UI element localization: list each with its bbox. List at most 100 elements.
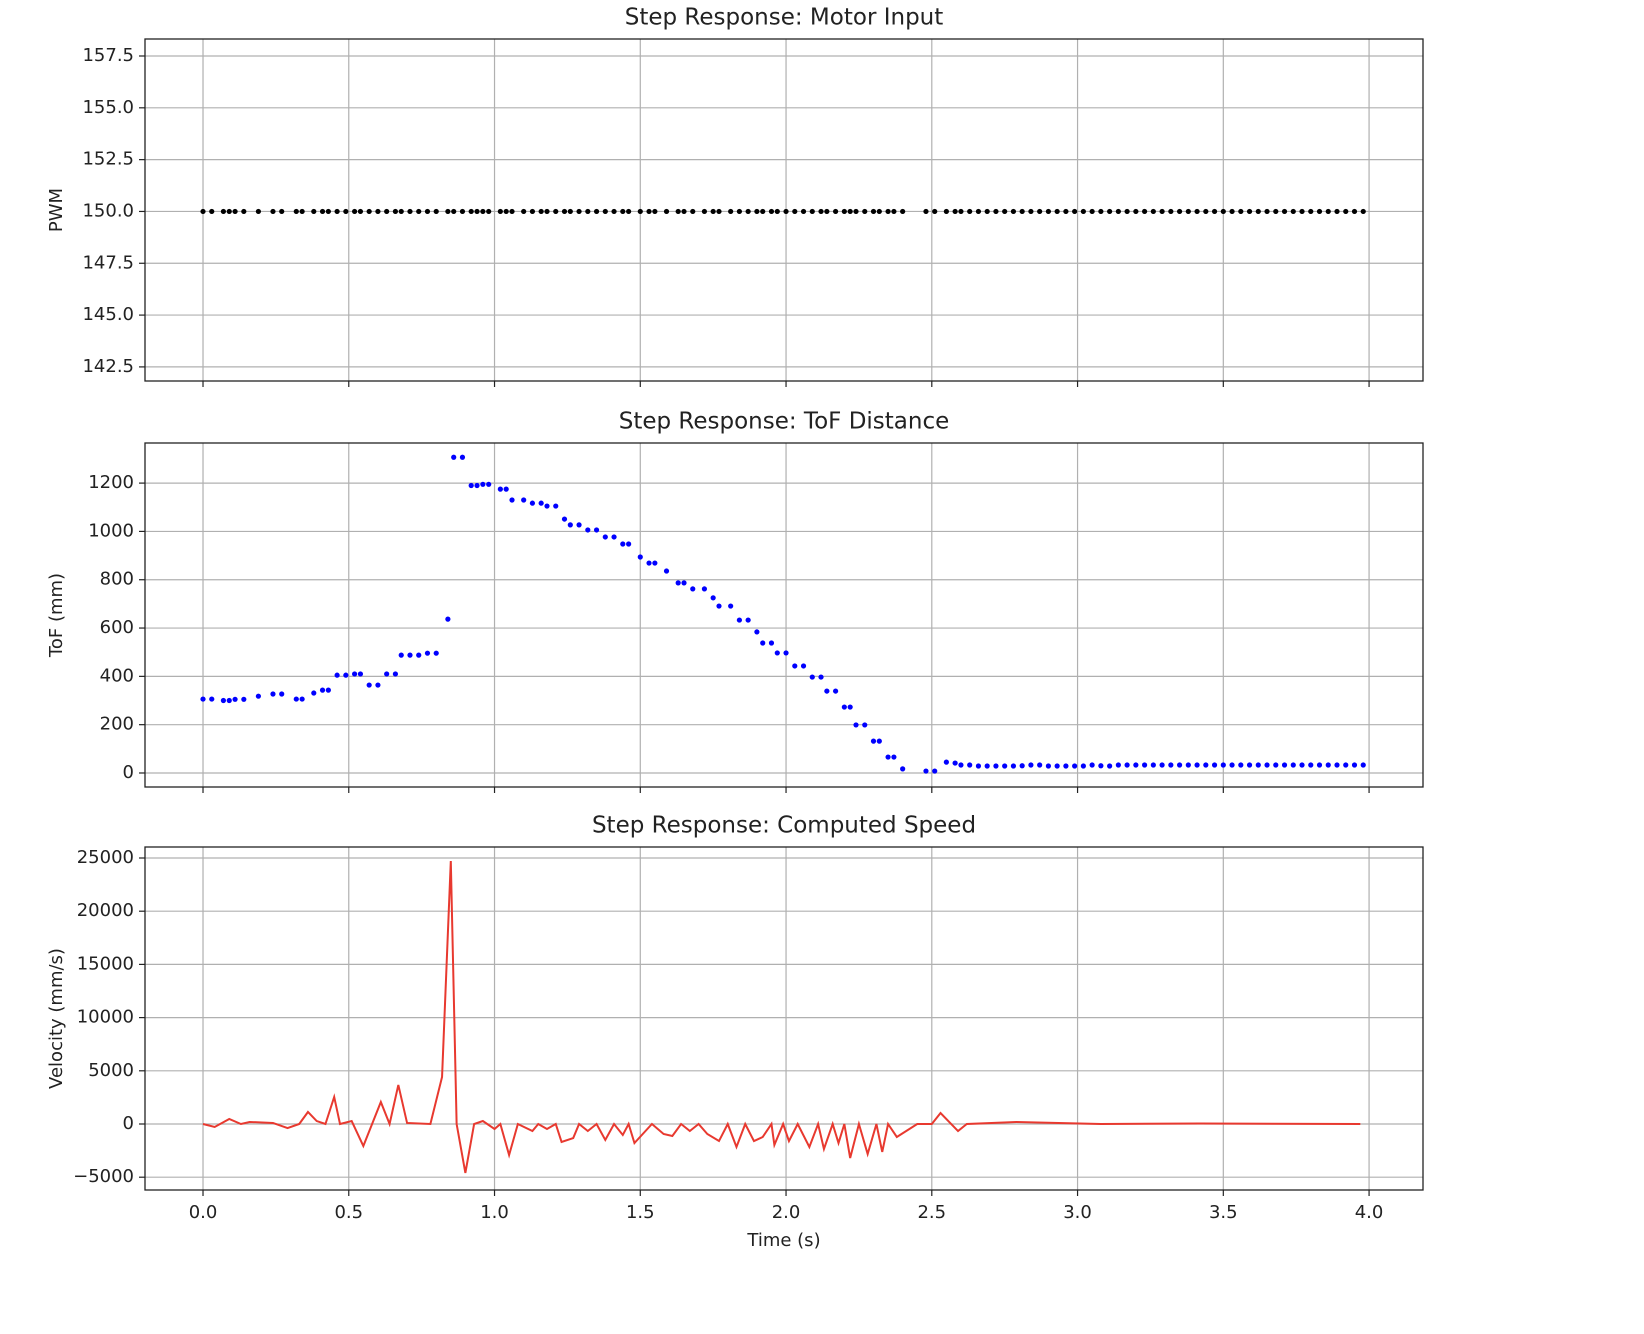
y-tick-label: 157.5: [82, 45, 134, 66]
data-point: [870, 208, 877, 215]
data-point: [311, 208, 317, 215]
x-tick-label: 1.5: [626, 1202, 655, 1223]
data-point: [832, 688, 839, 694]
data-point: [1019, 208, 1025, 215]
data-point: [1142, 762, 1148, 768]
data-point: [1203, 762, 1209, 768]
data-point: [576, 208, 582, 215]
data-point: [1185, 762, 1191, 768]
data-point: [1308, 762, 1314, 768]
data-point: [1220, 208, 1226, 215]
data-point: [474, 482, 480, 489]
data-point: [652, 560, 658, 566]
data-point: [932, 208, 938, 215]
data-point: [593, 208, 600, 215]
data-point: [774, 650, 780, 656]
data-point: [416, 208, 422, 215]
y-tick-label: 1200: [88, 472, 134, 493]
data-point: [818, 208, 824, 215]
y-tick-label: 10000: [77, 1007, 134, 1028]
data-point: [1273, 208, 1279, 215]
data-point: [279, 691, 285, 697]
data-point: [226, 208, 232, 215]
data-point: [226, 697, 232, 704]
data-point: [701, 586, 708, 592]
data-point: [561, 208, 568, 215]
data-point: [862, 722, 868, 728]
data-point: [847, 208, 853, 215]
y-tick-label: 800: [100, 569, 134, 590]
data-point: [885, 754, 891, 760]
data-point: [351, 208, 358, 215]
data-point: [445, 616, 451, 622]
data-point: [1089, 762, 1095, 768]
data-point: [357, 208, 364, 215]
y-tick-label: 145.0: [82, 304, 134, 325]
data-point: [952, 760, 958, 766]
data-point: [398, 208, 404, 215]
data-point: [357, 671, 364, 677]
y-tick-label: 0: [123, 1113, 134, 1134]
data-point: [1316, 762, 1323, 768]
data-point: [681, 208, 687, 215]
data-point: [1107, 763, 1113, 769]
data-point: [783, 208, 789, 215]
data-point: [1281, 208, 1288, 215]
data-point: [967, 762, 973, 768]
data-point: [544, 208, 550, 215]
data-point: [1098, 763, 1104, 769]
data-point: [480, 481, 486, 487]
data-point: [876, 738, 882, 744]
data-point: [626, 208, 632, 215]
y-tick-label: 1000: [88, 520, 134, 541]
data-point: [1045, 208, 1052, 215]
data-point: [593, 527, 600, 533]
data-point: [407, 652, 413, 658]
data-point: [993, 208, 999, 215]
data-point: [1281, 762, 1288, 768]
data-point: [1351, 208, 1358, 215]
data-point: [1246, 762, 1253, 768]
x-tick-label: 3.5: [1209, 1202, 1238, 1223]
data-point: [1080, 208, 1086, 215]
data-point: [416, 652, 422, 658]
data-point: [585, 208, 591, 215]
data-point: [1037, 208, 1043, 215]
data-point: [325, 687, 331, 693]
data-point: [1054, 208, 1060, 215]
data-point: [1246, 208, 1253, 215]
data-point: [521, 497, 527, 503]
data-point: [1334, 762, 1340, 768]
data-point: [384, 208, 390, 215]
plot-frame: [144, 38, 1424, 382]
data-point: [663, 208, 670, 215]
data-point: [760, 640, 766, 646]
data-point: [1343, 762, 1349, 768]
data-point: [529, 500, 536, 506]
data-point: [200, 208, 206, 215]
data-point: [468, 208, 474, 215]
data-point: [553, 503, 559, 509]
data-point: [809, 208, 815, 215]
data-point: [1351, 762, 1358, 768]
data-point: [1142, 208, 1148, 215]
data-point: [299, 208, 305, 215]
chart-title: Step Response: Motor Input: [625, 5, 944, 31]
y-tick-label: 0: [123, 762, 134, 783]
data-point: [967, 208, 973, 215]
data-point: [220, 697, 227, 704]
data-point: [1238, 762, 1244, 768]
y-tick-label: 150.0: [82, 200, 134, 221]
data-point: [885, 208, 891, 215]
data-point: [984, 763, 990, 769]
data-point: [209, 696, 215, 702]
data-point: [1290, 208, 1296, 215]
data-point: [1080, 763, 1086, 769]
data-point: [1343, 208, 1349, 215]
data-point: [398, 652, 404, 658]
data-point: [270, 691, 276, 697]
data-point: [663, 568, 670, 574]
data-point: [975, 763, 982, 769]
data-point: [1194, 208, 1200, 215]
